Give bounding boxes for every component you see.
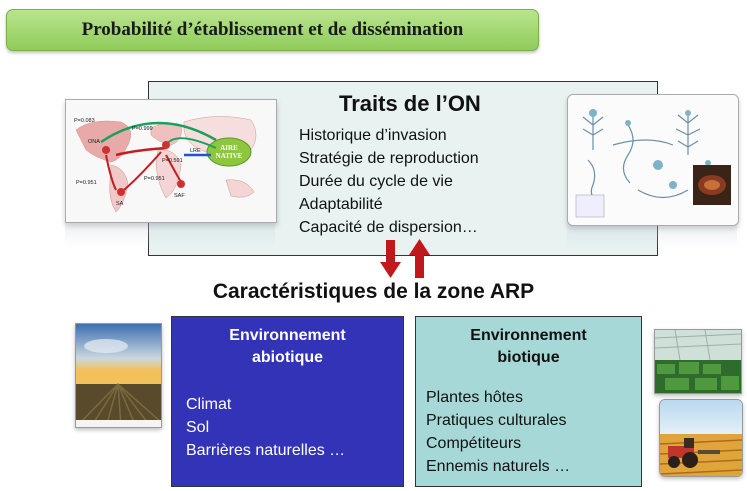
map-label: SAF [174,193,185,199]
life-cycle-image [567,94,739,226]
abiotic-heading-line: Environnement [229,327,346,344]
map-label: P=0.999 [132,126,153,132]
map-label: LRE [190,148,201,154]
traits-item: Historique d’invasion [299,127,447,144]
biotic-list: Plantes hôtes Pratiques culturales Compé… [426,386,570,478]
biotic-item: Plantes hôtes [426,389,523,406]
tractor-field-photo [659,399,743,477]
abiotic-panel: Environnement abiotique Climat Sol Barri… [171,316,404,487]
map-label: P=0.083 [74,118,95,124]
traits-list: Historique d’invasion Stratégie de repro… [299,124,479,239]
down-arrow-icon [380,240,401,278]
biotic-item: Compétiteurs [426,435,522,452]
biotic-panel: Environnement biotique Plantes hôtes Pra… [415,316,642,487]
map-label: P=0.951 [144,176,165,182]
biotic-item: Ennemis naturels … [426,458,571,475]
traits-item: Capacité de dispersion… [299,219,478,236]
life-cycle-illustration [568,95,738,225]
traits-item: Adaptabilité [299,196,383,213]
world-map-illustration: AIRE NATIVE P=0.083 P=0.999 P=0.951 P=0.… [66,100,276,222]
up-arrow-icon [409,239,430,278]
field-sunset-photo [75,323,162,428]
map-reflection [65,223,275,247]
biotic-item: Pratiques culturales [426,412,567,429]
abiotic-heading-line: abiotique [251,349,324,366]
map-label: SA [116,201,124,207]
map-label: P=0.591 [162,158,183,164]
page-title: Probabilité d’établissement et de dissém… [6,9,539,51]
abiotic-item: Barrières naturelles … [186,442,346,459]
native-area-label: NATIVE [216,152,243,160]
abiotic-heading: Environnement abiotique [172,325,403,369]
invasion-map-image: AIRE NATIVE P=0.083 P=0.999 P=0.951 P=0.… [65,99,277,223]
biotic-heading: Environnement biotique [416,325,641,369]
traits-heading: Traits de l’ON [339,91,481,116]
native-area-label: AIRE [220,144,238,152]
abiotic-list: Climat Sol Barrières naturelles … [186,393,345,462]
map-label: P=0.951 [76,180,97,186]
life-cycle-reflection [567,226,737,248]
traits-item: Durée du cycle de vie [299,173,453,190]
traits-item: Stratégie de reproduction [299,150,479,167]
biotic-heading-line: biotique [497,349,560,366]
biotic-heading-line: Environnement [470,327,587,344]
abiotic-item: Sol [186,419,210,436]
map-label: ONA [88,139,100,145]
abiotic-item: Climat [186,396,232,413]
exchange-arrows [380,239,430,278]
zone-heading: Caractéristiques de la zone ARP [212,280,535,303]
greenhouse-photo [654,329,742,394]
